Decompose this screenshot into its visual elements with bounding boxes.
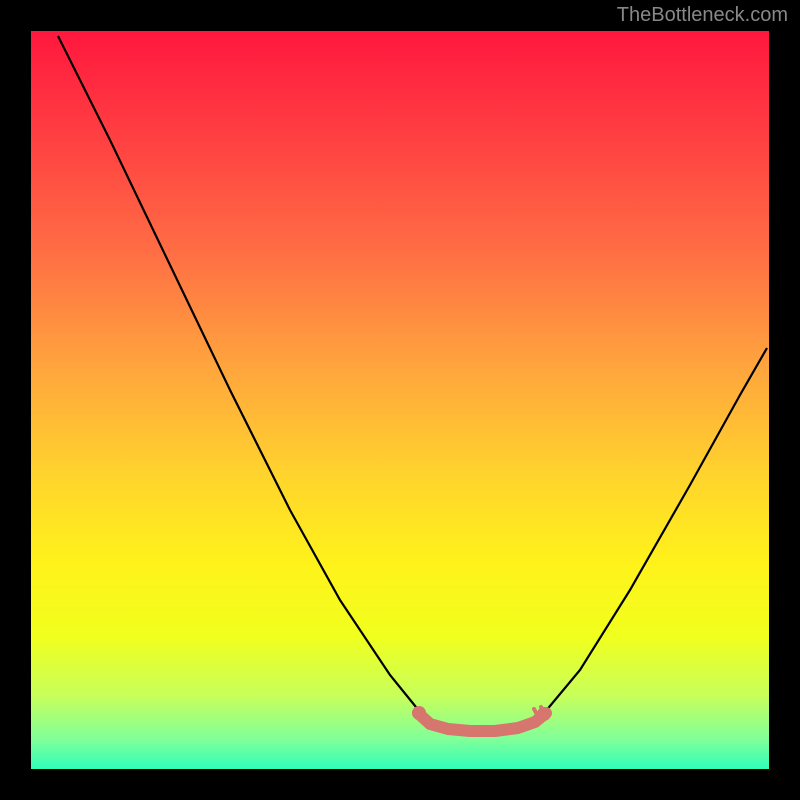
chart-container: TheBottleneck.com xyxy=(0,0,800,800)
chart-svg xyxy=(0,0,800,800)
curve-right xyxy=(545,348,767,712)
bottom-marker xyxy=(418,713,546,731)
curve-left xyxy=(58,36,420,712)
plot-area xyxy=(31,31,769,769)
marker-dot-left xyxy=(412,706,426,720)
